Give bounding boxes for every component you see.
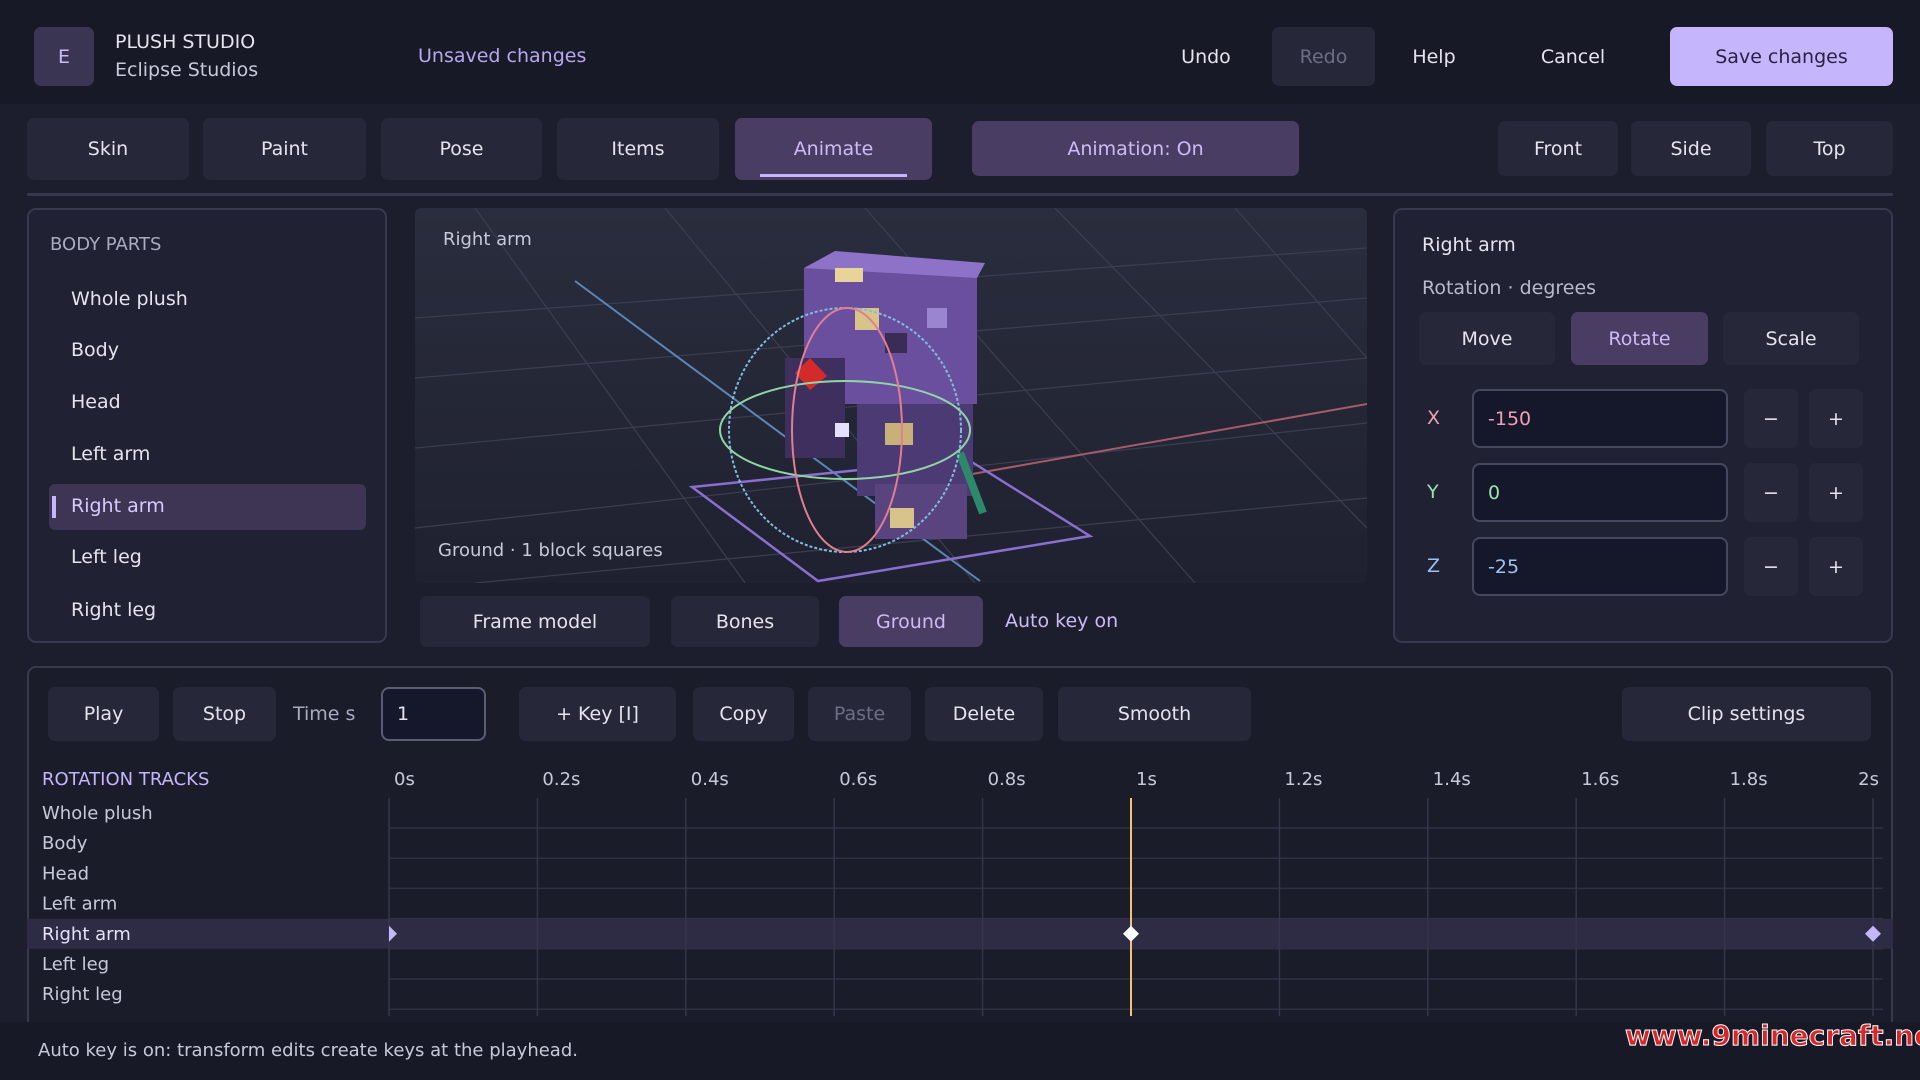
axis-label: Y	[1427, 481, 1439, 503]
delete-button[interactable]: Delete	[925, 687, 1043, 741]
time-tick-label: 1.8s	[1730, 769, 1768, 790]
tab[interactable]: Paint	[203, 118, 366, 180]
body-part[interactable]: Right arm	[71, 495, 165, 517]
status-text: Auto key is on: transform edits create k…	[38, 1040, 578, 1061]
separator	[27, 193, 1893, 196]
time-tick-label: 2s	[1858, 769, 1879, 790]
time-tick-label: 0.6s	[839, 769, 877, 790]
view-button[interactable]: Side	[1631, 121, 1751, 176]
keyframe	[1865, 925, 1881, 942]
time-tick-label: 1.6s	[1581, 769, 1619, 790]
cancel-button[interactable]: Cancel	[1540, 45, 1606, 68]
body-part[interactable]: Head	[71, 391, 121, 413]
selected-marker	[52, 496, 56, 518]
tab-active[interactable]: Animate	[735, 118, 932, 180]
tab[interactable]: Items	[557, 118, 719, 180]
tab-underline	[760, 174, 907, 177]
add-key-button[interactable]: + Key [I]	[519, 687, 676, 741]
keyframe	[1123, 925, 1139, 942]
save-button[interactable]: Save changes	[1670, 27, 1893, 86]
inspector-subtitle: Rotation · degrees	[1422, 277, 1597, 299]
tab[interactable]: Skin	[27, 118, 189, 180]
inspector-title: Right arm	[1422, 234, 1516, 256]
body-part[interactable]: Whole plush	[71, 288, 188, 310]
axis-label: X	[1427, 407, 1441, 429]
axis-input[interactable]: 0	[1472, 463, 1728, 522]
viewport-label: Right arm	[443, 229, 532, 250]
auto-key-label: Auto key on	[1005, 610, 1119, 632]
smooth-button[interactable]: Smooth	[1058, 687, 1251, 741]
track-name: Left arm	[42, 894, 117, 915]
viewport[interactable]	[415, 208, 1367, 583]
paste-button[interactable]: Paste	[808, 687, 911, 741]
track-name: Right leg	[42, 984, 123, 1005]
keyframe	[389, 925, 397, 942]
status-bar	[0, 1022, 1920, 1080]
increment-button[interactable]: +	[1809, 463, 1863, 522]
track-name: Head	[42, 863, 89, 884]
bones-button[interactable]: Bones	[671, 596, 819, 647]
time-label: Time s	[293, 703, 356, 725]
time-input[interactable]: 1	[381, 687, 486, 741]
track-name: Whole plush	[42, 803, 153, 824]
track-highlight	[27, 918, 1893, 949]
decrement-button[interactable]: −	[1744, 389, 1798, 448]
view-button[interactable]: Front	[1498, 121, 1618, 176]
body-part[interactable]: Right leg	[71, 599, 157, 621]
axis-input[interactable]: -150	[1472, 389, 1728, 448]
frame-model-button[interactable]: Frame model	[420, 596, 650, 647]
body-part[interactable]: Left leg	[71, 546, 142, 568]
tracks-title: ROTATION TRACKS	[42, 769, 209, 790]
time-tick-label: 1.2s	[1284, 769, 1322, 790]
track-name: Left leg	[42, 954, 109, 975]
header	[0, 0, 1920, 104]
time-tick-label: 0.8s	[988, 769, 1026, 790]
mode-button[interactable]: Scale	[1723, 312, 1859, 365]
animation-toggle[interactable]: Animation: On	[972, 121, 1299, 176]
panel-title: BODY PARTS	[50, 234, 162, 255]
clip-settings-button[interactable]: Clip settings	[1622, 687, 1871, 741]
mode-button-active[interactable]: Rotate	[1571, 312, 1708, 365]
time-tick-label: 1s	[1136, 769, 1157, 790]
ground-button[interactable]: Ground	[839, 596, 983, 647]
redo-button[interactable]: Redo	[1272, 27, 1375, 86]
view-button[interactable]: Top	[1766, 121, 1893, 176]
logo: E	[34, 27, 94, 86]
increment-button[interactable]: +	[1809, 537, 1863, 596]
mode-button[interactable]: Move	[1419, 312, 1555, 365]
tab[interactable]: Pose	[381, 118, 542, 180]
watermark: www.9minecraft.net	[1624, 1019, 1920, 1052]
selected-row	[49, 484, 366, 530]
gizmo-ring	[791, 307, 903, 553]
time-tick-label: 1.4s	[1433, 769, 1471, 790]
track-name: Right arm	[42, 924, 131, 945]
undo-button[interactable]: Undo	[1181, 45, 1231, 68]
axis-input[interactable]: -25	[1472, 537, 1728, 596]
track-name: Body	[42, 833, 88, 854]
play-button[interactable]: Play	[48, 687, 159, 741]
body-part[interactable]: Body	[71, 339, 119, 361]
decrement-button[interactable]: −	[1744, 537, 1798, 596]
time-tick-label: 0s	[394, 769, 415, 790]
axis-label: Z	[1427, 555, 1441, 577]
time-tick-label: 0.2s	[542, 769, 580, 790]
increment-button[interactable]: +	[1809, 389, 1863, 448]
copy-button[interactable]: Copy	[693, 687, 794, 741]
help-button[interactable]: Help	[1412, 45, 1456, 68]
body-parts-panel	[27, 208, 387, 643]
gizmo-ring	[719, 380, 971, 480]
studio-name: Eclipse Studios	[115, 59, 259, 81]
app-name: PLUSH STUDIO	[115, 31, 256, 53]
decrement-button[interactable]: −	[1744, 463, 1798, 522]
time-tick-label: 0.4s	[691, 769, 729, 790]
ground-note: Ground · 1 block squares	[438, 540, 663, 561]
save-status: Unsaved changes	[418, 45, 587, 67]
body-part[interactable]: Left arm	[71, 443, 151, 465]
stop-button[interactable]: Stop	[173, 687, 276, 741]
